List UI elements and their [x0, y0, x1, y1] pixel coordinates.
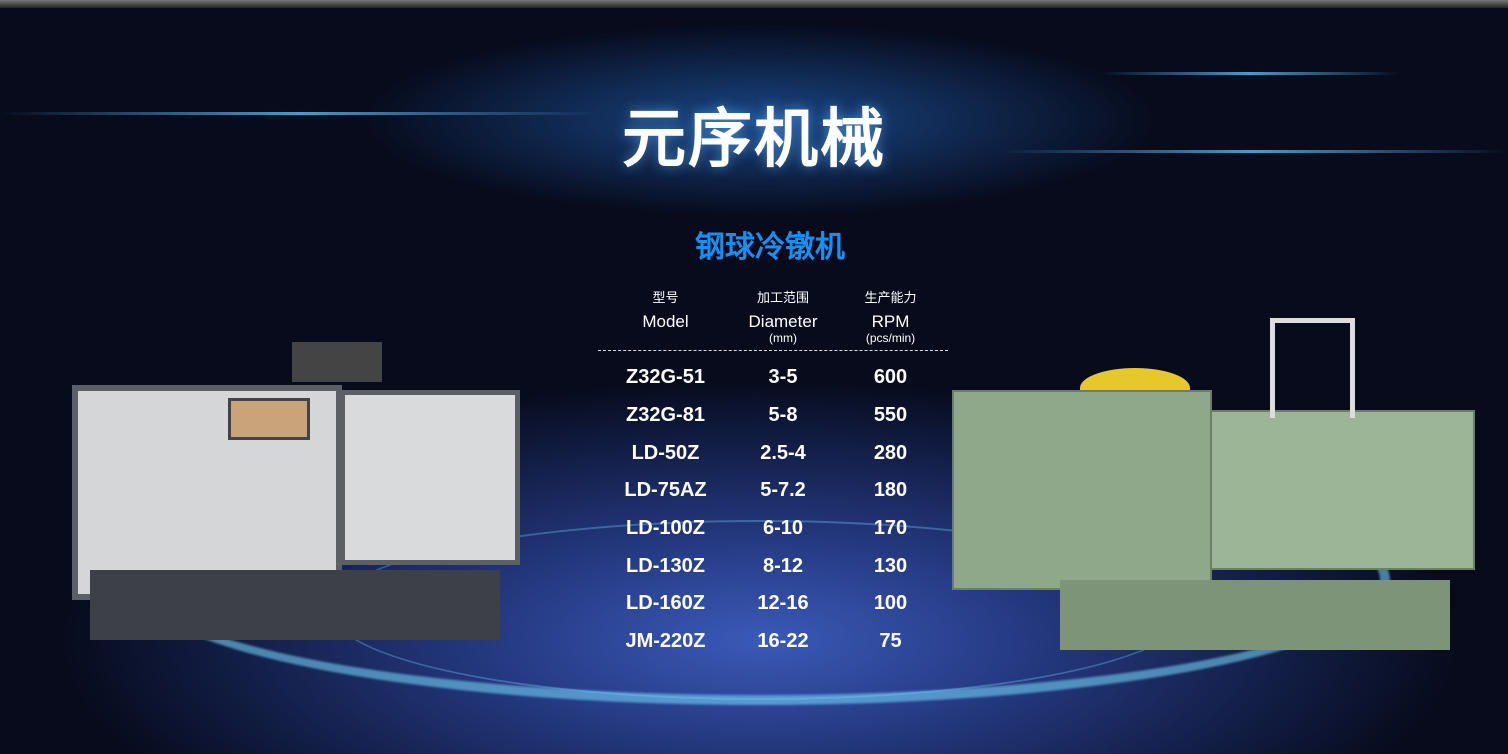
table-body: Z32G-51 3-5 600 Z32G-81 5-8 550 LD-50Z 2.5-4 280… [598, 359, 948, 661]
table-row: LD-50Z 2.5-4 280 [598, 434, 948, 472]
table-cell: 16-22 [757, 630, 809, 653]
col-header-rpm: 生产能力 RPM (pcs/min) [833, 285, 948, 350]
table-cell: 550 [873, 404, 908, 427]
col-unit: (pcs/min) [865, 331, 916, 345]
col-en: RPM [871, 312, 910, 331]
table-cell: 8-12 [762, 554, 804, 577]
table-cell: Z32G-51 [626, 366, 705, 389]
table-cell: 130 [873, 554, 908, 577]
light-streak [0, 112, 600, 115]
top-bar [0, 0, 1508, 8]
table-cell: 280 [873, 441, 908, 464]
col-header-model: 型号 Model [598, 285, 733, 350]
spec-table: 型号 Model 加工范围 Diameter (mm) 生产能力 RPM (pc… [598, 285, 948, 661]
table-cell: 170 [873, 517, 908, 540]
table-cell: 100 [873, 592, 908, 615]
table-cell: LD-50Z [631, 441, 700, 464]
col-unit: (mm) [769, 331, 797, 345]
table-cell: 3-5 [768, 366, 798, 389]
light-streak [1100, 72, 1400, 75]
table-cell: LD-100Z [626, 517, 705, 540]
table-cell: 180 [873, 479, 908, 502]
col-zh: 生产能力 [864, 290, 917, 305]
col-header-diameter: 加工范围 Diameter (mm) [733, 285, 833, 350]
table-cell: 6-10 [762, 517, 804, 540]
table-cell: JM-220Z [625, 630, 706, 653]
table-cell: LD-160Z [626, 592, 705, 615]
table-row: Z32G-51 3-5 600 [598, 359, 948, 397]
table-cell: LD-130Z [626, 554, 705, 577]
table-row: LD-160Z 12-16 100 [598, 585, 948, 623]
table-header: 型号 Model 加工范围 Diameter (mm) 生产能力 RPM (pc… [598, 285, 948, 351]
table-cell: 600 [873, 366, 908, 389]
col-zh: 型号 [652, 290, 679, 305]
col-zh: 加工范围 [756, 290, 809, 305]
col-en: Model [642, 312, 689, 331]
background-glow [0, 0, 1508, 220]
col-en: Diameter [748, 312, 818, 331]
light-streak [1000, 150, 1508, 153]
table-cell: Z32G-81 [626, 404, 705, 427]
table-cell: 5-8 [768, 404, 798, 427]
table-cell: LD-75AZ [624, 479, 707, 502]
page-title: 元序机械 [622, 103, 886, 175]
table-cell: 75 [879, 630, 902, 653]
table-row: LD-100Z 6-10 170 [598, 510, 948, 548]
table-cell: 12-16 [757, 592, 809, 615]
table-cell: 2.5-4 [760, 441, 806, 464]
table-cell: 5-7.2 [760, 479, 806, 502]
product-subtitle: 钢球冷镦机 [695, 231, 845, 264]
table-row: LD-75AZ 5-7.2 180 [598, 472, 948, 510]
table-row: JM-220Z 16-22 75 [598, 623, 948, 661]
table-row: Z32G-81 5-8 550 [598, 397, 948, 435]
table-row: LD-130Z 8-12 130 [598, 547, 948, 585]
